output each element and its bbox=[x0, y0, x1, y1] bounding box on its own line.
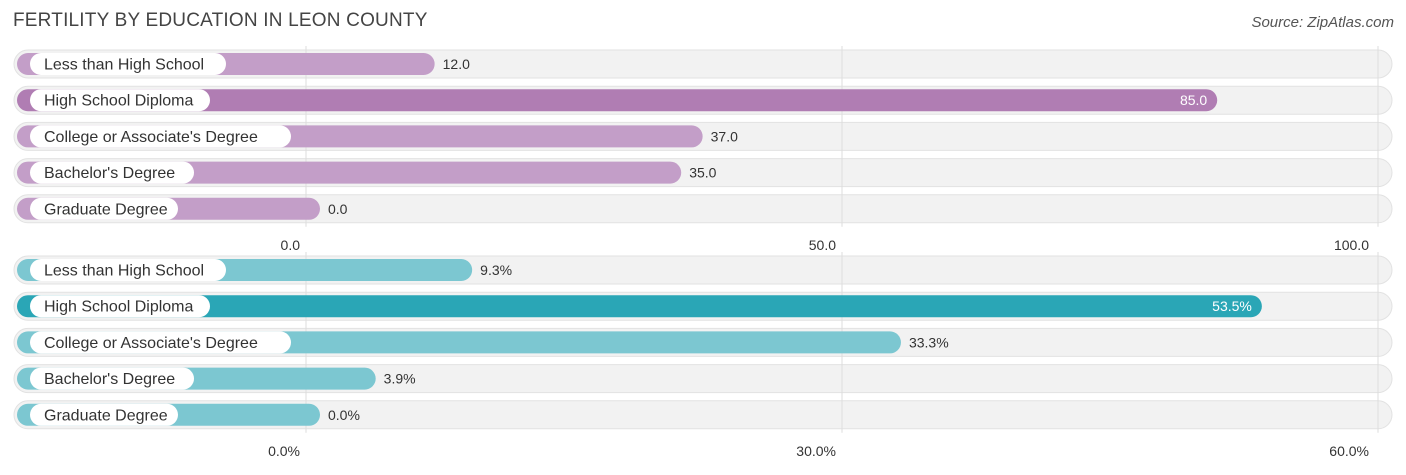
category-label-pill bbox=[30, 53, 226, 75]
category-label: Graduate Degree bbox=[44, 201, 168, 218]
tick-label: 100.0 bbox=[1334, 237, 1369, 253]
category-label-pill bbox=[30, 259, 226, 281]
value-label: 37.0 bbox=[711, 128, 738, 144]
tick-label: 0.0% bbox=[268, 443, 300, 459]
value-label: 3.9% bbox=[384, 371, 416, 387]
category-label-pill bbox=[30, 197, 178, 220]
category-label: High School Diploma bbox=[44, 93, 194, 110]
chart-panel-2: Less than High School 9.3% High School Dip… bbox=[13, 252, 1393, 459]
value-label: 85.0 bbox=[1180, 92, 1207, 108]
category-label-pill bbox=[30, 125, 291, 148]
bar bbox=[17, 295, 1262, 318]
category-label: College or Associate's Degree bbox=[44, 335, 258, 352]
bar bbox=[17, 89, 1218, 112]
category-label: Bachelor's Degree bbox=[44, 165, 175, 182]
category-label-pill bbox=[30, 161, 194, 184]
value-label: 35.0 bbox=[689, 165, 716, 181]
chart-panel-1: Less than High School 12.0 High School Dip… bbox=[13, 46, 1393, 253]
category-label: Graduate Degree bbox=[44, 407, 168, 424]
row-background bbox=[13, 400, 1393, 430]
source-credit: Source: ZipAtlas.com bbox=[1251, 14, 1394, 31]
value-label: 0.0 bbox=[328, 201, 348, 217]
category-label: Bachelor's Degree bbox=[44, 371, 175, 388]
tick-label: 50.0 bbox=[809, 237, 836, 253]
category-label-pill bbox=[30, 295, 210, 318]
category-label-pill bbox=[30, 89, 210, 112]
value-label: 9.3% bbox=[480, 262, 512, 278]
category-label: Less than High School bbox=[44, 57, 204, 74]
value-label: 12.0 bbox=[443, 56, 470, 72]
tick-label: 0.0 bbox=[281, 237, 301, 253]
tick-label: 30.0% bbox=[796, 443, 836, 459]
value-label: 53.5% bbox=[1212, 298, 1252, 314]
chart-title: FERTILITY BY EDUCATION IN LEON COUNTY bbox=[13, 10, 428, 31]
category-label: College or Associate's Degree bbox=[44, 129, 258, 146]
category-label-pill bbox=[30, 403, 178, 426]
category-label: High School Diploma bbox=[44, 299, 194, 316]
category-label: Less than High School bbox=[44, 263, 204, 280]
category-label-pill bbox=[30, 367, 194, 390]
tick-label: 60.0% bbox=[1329, 443, 1369, 459]
row-background bbox=[13, 194, 1393, 224]
value-label: 0.0% bbox=[328, 407, 360, 423]
value-label: 33.3% bbox=[909, 334, 949, 350]
category-label-pill bbox=[30, 331, 291, 354]
